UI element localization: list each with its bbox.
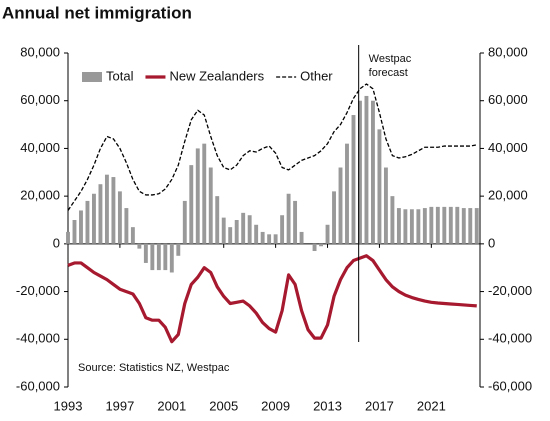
bar [137,243,142,249]
bar [143,243,148,263]
y2-tick-label: 40,000 [488,140,528,155]
x-tick-label: 2009 [261,398,290,413]
bar [332,191,336,244]
annotation-label: forecast [369,67,408,79]
bar [254,224,259,244]
bar [442,206,447,244]
bar [299,231,304,244]
bar [370,100,375,244]
y2-tick-label: 0 [488,235,495,250]
y-tick-label: 60,000 [20,92,60,107]
bar [176,243,181,256]
bar [247,215,252,244]
x-tick-label: 2001 [157,398,186,413]
x-tick-label: 1997 [105,398,134,413]
bar [422,208,427,244]
y-tick-label: 80,000 [20,44,60,59]
bar [286,193,291,244]
bar [156,243,161,271]
bar [435,206,440,244]
bar [377,129,382,244]
x-tick-label: 1993 [54,398,83,413]
bar [202,143,207,244]
annotation-label: Westpac [369,53,412,65]
bar [455,206,460,244]
bar [396,208,401,244]
x-tick-label: 2017 [365,398,394,413]
legend-label: Total [106,68,134,83]
bar [195,148,200,244]
bar [390,196,395,244]
bar [273,234,278,244]
bar [150,243,155,271]
x-tick-label: 2005 [209,398,238,413]
y2-tick-label: 80,000 [488,44,528,59]
bar [85,200,90,244]
bar [163,243,168,271]
bar [228,227,233,244]
bar [241,212,246,244]
y2-tick-label: -40,000 [488,331,532,346]
bar [416,209,421,244]
x-tick-label: 2013 [313,398,342,413]
legend-label: New Zealanders [169,68,264,83]
y2-tick-label: 20,000 [488,188,528,203]
bar [215,196,220,244]
bar [260,231,265,244]
line-series [67,254,477,344]
legend-label: Other [300,68,333,83]
bar [383,167,388,244]
bar [345,143,349,244]
bar [429,206,434,244]
bar [221,217,226,244]
y-tick-label: -20,000 [16,283,60,298]
bar [319,243,323,247]
bar [293,200,298,244]
bar [104,174,109,244]
y2-tick-label: -20,000 [488,283,532,298]
bar [98,184,103,244]
bar [403,209,408,244]
bar [189,165,194,244]
legend-swatch [82,72,102,82]
bar [169,243,174,273]
bar [234,220,239,244]
bar [280,215,285,244]
bar [448,206,453,244]
bar [358,100,362,244]
bar [351,115,356,244]
y-tick-label: 20,000 [20,188,60,203]
bar [267,234,272,244]
bar [208,167,213,244]
bar [111,177,116,244]
bar [117,191,122,244]
bar [92,193,96,244]
bar [312,243,317,252]
bar [461,208,466,244]
bar [364,95,369,244]
bar [338,167,343,244]
bar [409,209,414,244]
bar [72,220,77,244]
y2-tick-label: 60,000 [488,92,528,107]
bar [79,210,83,244]
bar [468,208,473,244]
source-note: Source: Statistics NZ, Westpac [78,362,230,374]
bar [124,208,129,244]
bar [474,208,479,244]
chart-title: Annual net immigration [2,3,192,22]
bar [325,224,330,244]
y-tick-label: 40,000 [20,140,60,155]
bar [130,227,135,244]
bar [66,231,70,244]
y-tick-label: 0 [53,235,60,250]
y-tick-label: -60,000 [16,378,60,393]
y2-tick-label: -60,000 [488,378,532,393]
x-tick-label: 2021 [417,398,446,413]
bar [182,200,187,244]
y-tick-label: -40,000 [16,331,60,346]
line-series [67,83,477,211]
